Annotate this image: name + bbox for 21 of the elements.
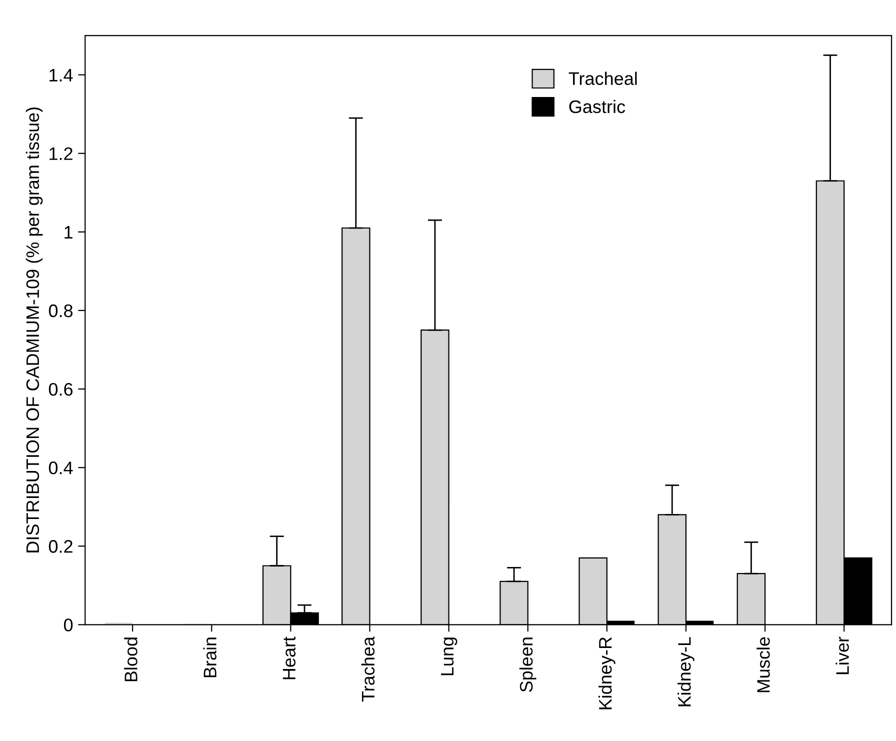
y-tick-label: 0.4 — [48, 462, 73, 474]
x-tick-label: Spleen — [519, 638, 536, 692]
y-tick-label: 0 — [64, 618, 73, 632]
x-tick-label: Kidney-R — [598, 637, 616, 710]
y-tick-label: 1 — [64, 226, 72, 238]
y-tick-label: 1.2 — [50, 147, 72, 160]
x-tick-label: Brain — [203, 638, 216, 678]
y-tick-label: 0.2 — [48, 540, 72, 553]
y-axis-title: DISTRIBUTION OF CADMIUM-109 (% per gram tissue) — [26, 108, 43, 552]
y-tick-label: 0.8 — [48, 304, 73, 318]
legend-label: Tracheal — [568, 72, 637, 86]
x-tick-label: Kidney-L — [678, 637, 694, 706]
x-tick-label: Lung — [441, 638, 458, 676]
y-tick-label: 0.6 — [48, 382, 73, 396]
legend-label: Gastric — [569, 100, 626, 114]
x-tick-label: Blood — [124, 638, 138, 682]
x-tick-label: Liver — [836, 636, 849, 674]
x-tick-label: Heart — [282, 636, 296, 680]
y-tick-label: 1.4 — [50, 68, 73, 82]
x-tick-label: Muscle — [756, 637, 770, 692]
x-tick-label: Trachea — [361, 636, 375, 702]
